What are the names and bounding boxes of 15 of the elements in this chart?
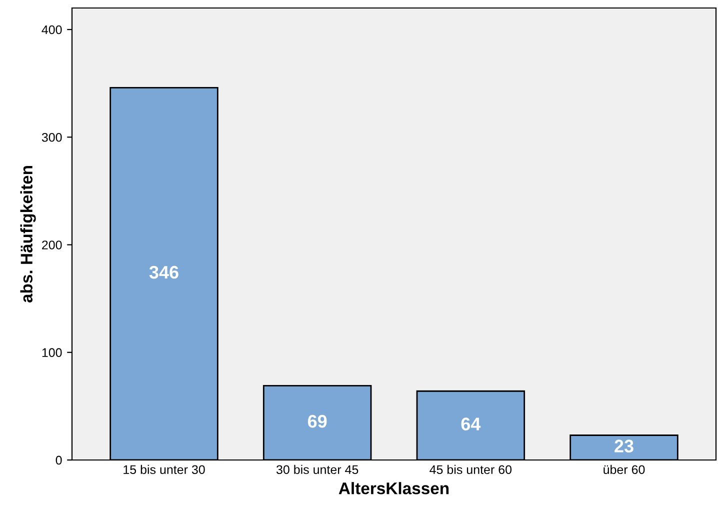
y-tick-label: 300 — [42, 132, 62, 142]
data-label: 23 — [614, 440, 634, 452]
data-label: 346 — [149, 266, 178, 279]
x-tick-label: 45 bis unter 60 — [430, 464, 512, 474]
data-label: 64 — [461, 418, 481, 430]
x-tick-label: 30 bis unter 45 — [276, 464, 358, 474]
y-tick-label: 100 — [42, 348, 62, 358]
y-tick-label: 400 — [42, 25, 62, 34]
y-axis-title: abs. Häufigkeiten — [20, 166, 36, 303]
x-tick-label: 15 bis unter 30 — [124, 464, 205, 474]
data-label: 69 — [308, 414, 327, 428]
x-tick-label: über 60 — [604, 464, 645, 474]
y-tick-label: 0 — [56, 456, 62, 465]
y-tick-label: 200 — [42, 240, 62, 250]
x-axis-title: AltersKlassen — [338, 482, 449, 494]
